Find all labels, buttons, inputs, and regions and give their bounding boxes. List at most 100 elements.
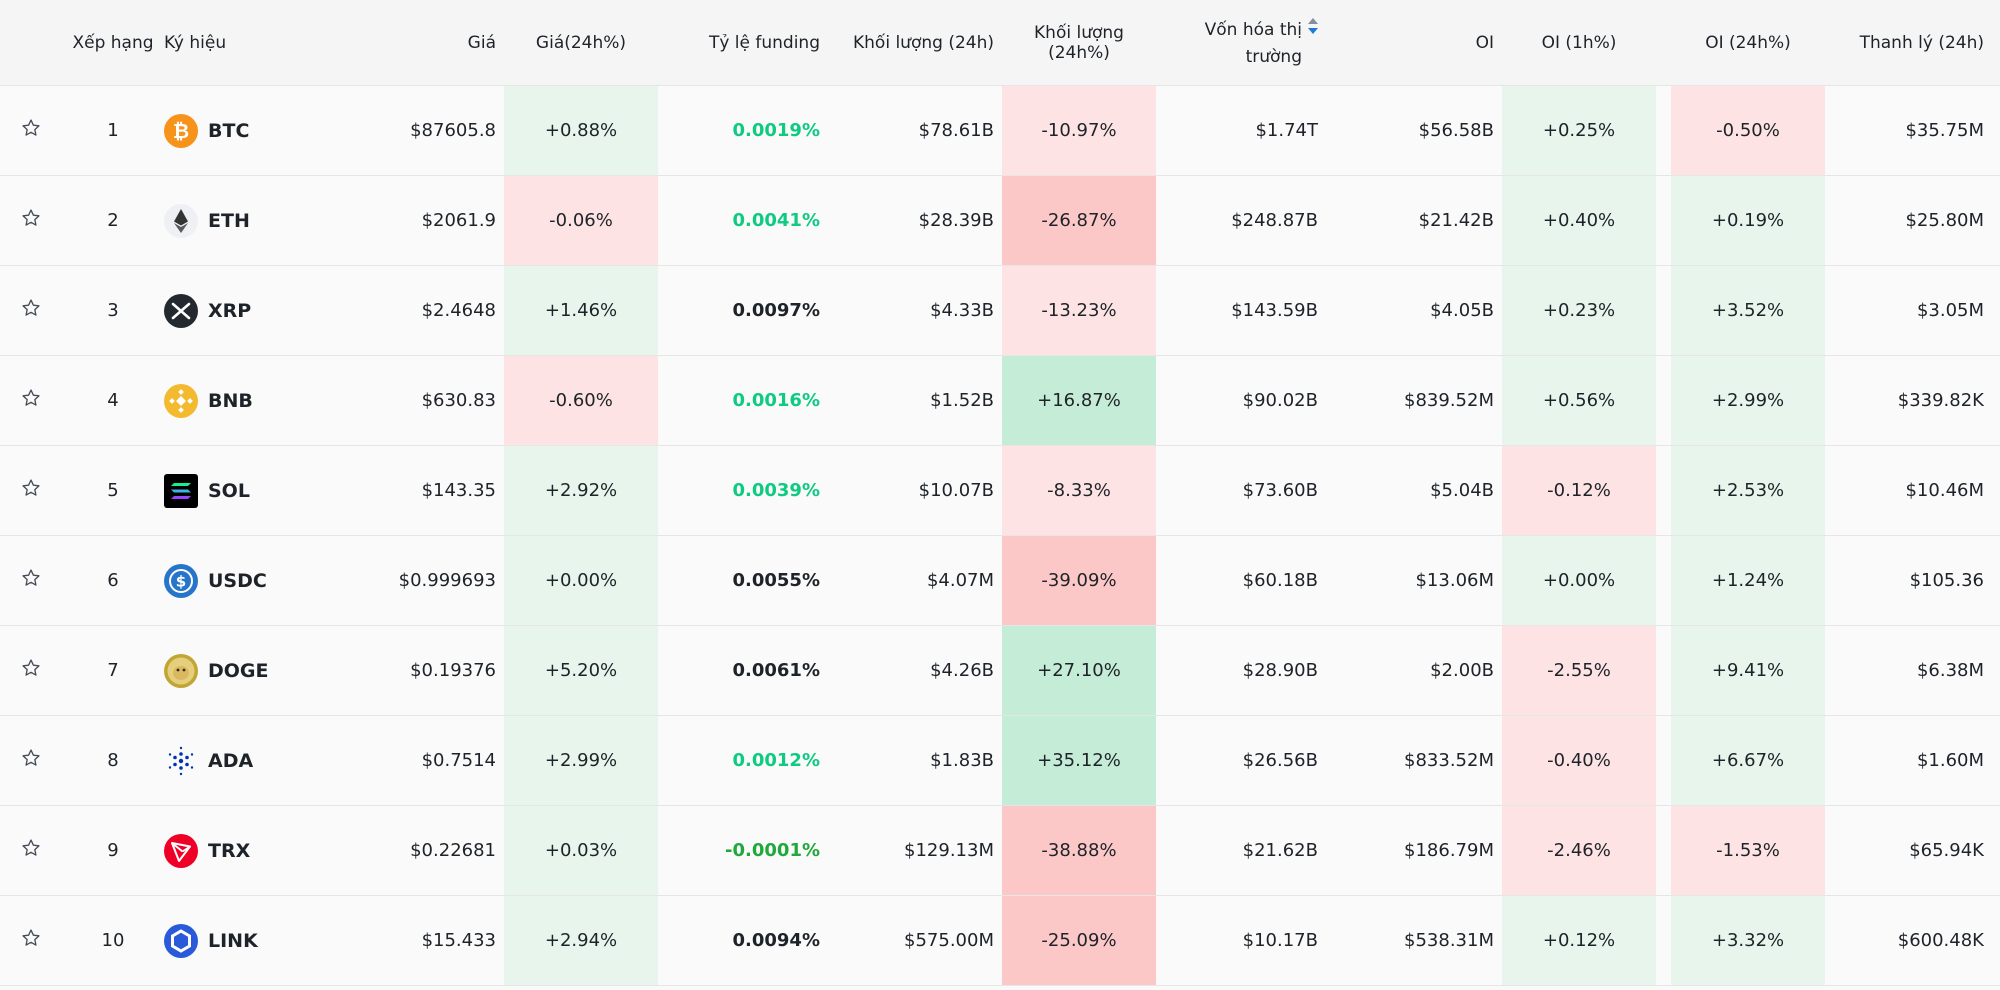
table-row[interactable]: 10 LINK $15.433 +2.94% 0.0094% $575.00M …: [0, 895, 2000, 986]
header-funding-rate[interactable]: Tỷ lệ funding: [658, 0, 828, 86]
table-row[interactable]: 8 ADA $0.7514 +2.99% 0.0012% $1.83B +35.…: [0, 715, 2000, 806]
oi-cell: $186.79M: [1334, 805, 1502, 896]
cardano-icon: [164, 744, 198, 778]
oi-cell: $4.05B: [1334, 265, 1502, 356]
symbol-cell[interactable]: DOGE: [164, 625, 334, 716]
funding-rate-cell: 0.0061%: [658, 625, 828, 716]
oi-cell: $21.42B: [1334, 175, 1502, 266]
oi-24h-cell: +1.24%: [1671, 535, 1825, 626]
price-cell: $630.83: [334, 355, 504, 446]
table-row[interactable]: 4 BNB $630.83 -0.60% 0.0016% $1.52B +16.…: [0, 355, 2000, 446]
table-row[interactable]: 1 ₿ BTC $87605.8 +0.88% 0.0019% $78.61B …: [0, 85, 2000, 176]
sort-icon[interactable]: [1308, 16, 1318, 44]
oi-1h-cell: -2.46%: [1502, 805, 1656, 896]
spacer-cell: [1656, 805, 1671, 896]
table-row[interactable]: 9 TRX $0.22681 +0.03% -0.0001% $129.13M …: [0, 805, 2000, 896]
star-icon[interactable]: [21, 838, 41, 858]
symbol-cell[interactable]: ETH: [164, 175, 334, 266]
oi-cell: $13.06M: [1334, 535, 1502, 626]
oi-1h-cell: -2.55%: [1502, 625, 1656, 716]
liquidation-cell: $3.05M: [1825, 265, 2000, 356]
volume-cell: $1.83B: [828, 715, 1002, 806]
header-liquidation[interactable]: Thanh lý (24h): [1825, 0, 2000, 86]
star-icon[interactable]: [21, 478, 41, 498]
table-row[interactable]: 6 $ USDC $0.999693 +0.00% 0.0055% $4.07M…: [0, 535, 2000, 626]
oi-24h-cell: +6.67%: [1671, 715, 1825, 806]
symbol-cell[interactable]: SOL: [164, 445, 334, 536]
oi-cell: $839.52M: [1334, 355, 1502, 446]
price-change-cell: +0.00%: [504, 535, 658, 626]
bitcoin-icon: ₿: [164, 113, 198, 148]
header-price-change[interactable]: Giá(24h%): [504, 0, 658, 86]
oi-1h-cell: +0.00%: [1502, 535, 1656, 626]
star-icon[interactable]: [21, 928, 41, 948]
oi-24h-cell: -0.50%: [1671, 85, 1825, 176]
star-icon[interactable]: [21, 748, 41, 768]
header-rank[interactable]: Xếp hạng: [62, 0, 164, 86]
symbol-cell[interactable]: $ USDC: [164, 535, 334, 626]
symbol-label: BNB: [208, 389, 253, 412]
volume-cell: $4.26B: [828, 625, 1002, 716]
header-market-cap-line1: Vốn hóa thị: [1204, 19, 1302, 40]
header-symbol[interactable]: Ký hiệu: [164, 0, 334, 86]
symbol-cell[interactable]: ₿ BTC: [164, 85, 334, 176]
oi-cell: $56.58B: [1334, 85, 1502, 176]
table-row[interactable]: 3 XRP $2.4648 +1.46% 0.0097% $4.33B -13.…: [0, 265, 2000, 356]
symbol-cell[interactable]: BNB: [164, 355, 334, 446]
volume-change-cell: +16.87%: [1002, 355, 1156, 446]
favorite-cell: [0, 85, 62, 176]
volume-change-cell: +27.10%: [1002, 625, 1156, 716]
bnb-icon: [164, 383, 198, 418]
xrp-icon: [164, 293, 198, 328]
oi-cell: $2.00B: [1334, 625, 1502, 716]
rank-cell: 5: [62, 445, 164, 536]
volume-cell: $4.07M: [828, 535, 1002, 626]
star-icon[interactable]: [21, 388, 41, 408]
oi-24h-cell: +0.19%: [1671, 175, 1825, 266]
star-icon[interactable]: [21, 298, 41, 318]
funding-rate-cell: 0.0012%: [658, 715, 828, 806]
header-volume-change[interactable]: Khối lượng (24h%): [1002, 0, 1156, 86]
liquidation-cell: $105.36: [1825, 535, 2000, 626]
rank-cell: 7: [62, 625, 164, 716]
table-row[interactable]: 5 SOL $143.35 +2.92% 0.0039% $10.07B -8.…: [0, 445, 2000, 536]
favorite-cell: [0, 895, 62, 986]
price-change-cell: +1.46%: [504, 265, 658, 356]
symbol-label: XRP: [208, 299, 252, 322]
table-row[interactable]: 2 ETH $2061.9 -0.06% 0.0041% $28.39B -26…: [0, 175, 2000, 266]
oi-cell: $5.04B: [1334, 445, 1502, 536]
star-icon[interactable]: [21, 568, 41, 588]
star-icon[interactable]: [21, 208, 41, 228]
symbol-label: BTC: [208, 119, 250, 142]
favorite-cell: [0, 175, 62, 266]
volume-cell: $4.33B: [828, 265, 1002, 356]
header-oi-24h[interactable]: OI (24h%): [1671, 0, 1825, 86]
symbol-label: ADA: [208, 749, 254, 772]
symbol-cell[interactable]: XRP: [164, 265, 334, 356]
star-icon[interactable]: [21, 658, 41, 678]
oi-1h-cell: +0.40%: [1502, 175, 1656, 266]
favorite-cell: [0, 625, 62, 716]
market-cap-cell: $90.02B: [1156, 355, 1334, 446]
liquidation-cell: $65.94K: [1825, 805, 2000, 896]
oi-cell: $833.52M: [1334, 715, 1502, 806]
header-oi[interactable]: OI: [1334, 0, 1502, 86]
header-price[interactable]: Giá: [334, 0, 504, 86]
header-volume[interactable]: Khối lượng (24h): [828, 0, 1002, 86]
header-oi-1h[interactable]: OI (1h%): [1502, 0, 1656, 86]
volume-change-cell: -38.88%: [1002, 805, 1156, 896]
rank-cell: 6: [62, 535, 164, 626]
volume-cell: $10.07B: [828, 445, 1002, 536]
price-change-cell: +5.20%: [504, 625, 658, 716]
svg-text:₿: ₿: [173, 119, 189, 143]
header-market-cap[interactable]: Vốn hóa thị trường: [1156, 0, 1334, 86]
symbol-cell[interactable]: TRX: [164, 805, 334, 896]
oi-24h-cell: +3.52%: [1671, 265, 1825, 356]
volume-change-cell: -13.23%: [1002, 265, 1156, 356]
star-icon[interactable]: [21, 118, 41, 138]
table-row[interactable]: 7 DOGE $0.19376 +5.20% 0.0061% $4.26B +2…: [0, 625, 2000, 716]
symbol-cell[interactable]: ADA: [164, 715, 334, 806]
chainlink-icon: [164, 923, 198, 958]
symbol-cell[interactable]: LINK: [164, 895, 334, 986]
